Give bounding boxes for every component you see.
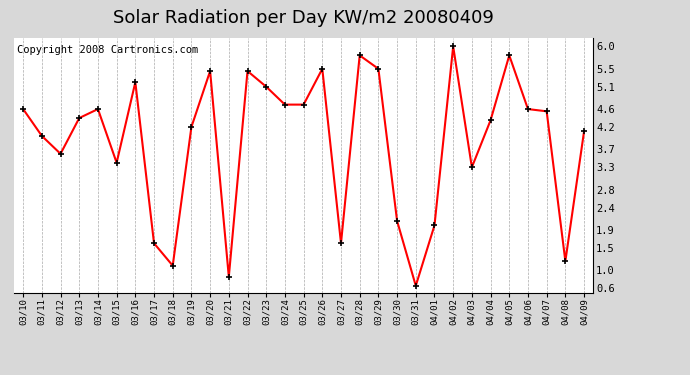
Text: Copyright 2008 Cartronics.com: Copyright 2008 Cartronics.com: [17, 45, 198, 55]
Text: Solar Radiation per Day KW/m2 20080409: Solar Radiation per Day KW/m2 20080409: [113, 9, 494, 27]
